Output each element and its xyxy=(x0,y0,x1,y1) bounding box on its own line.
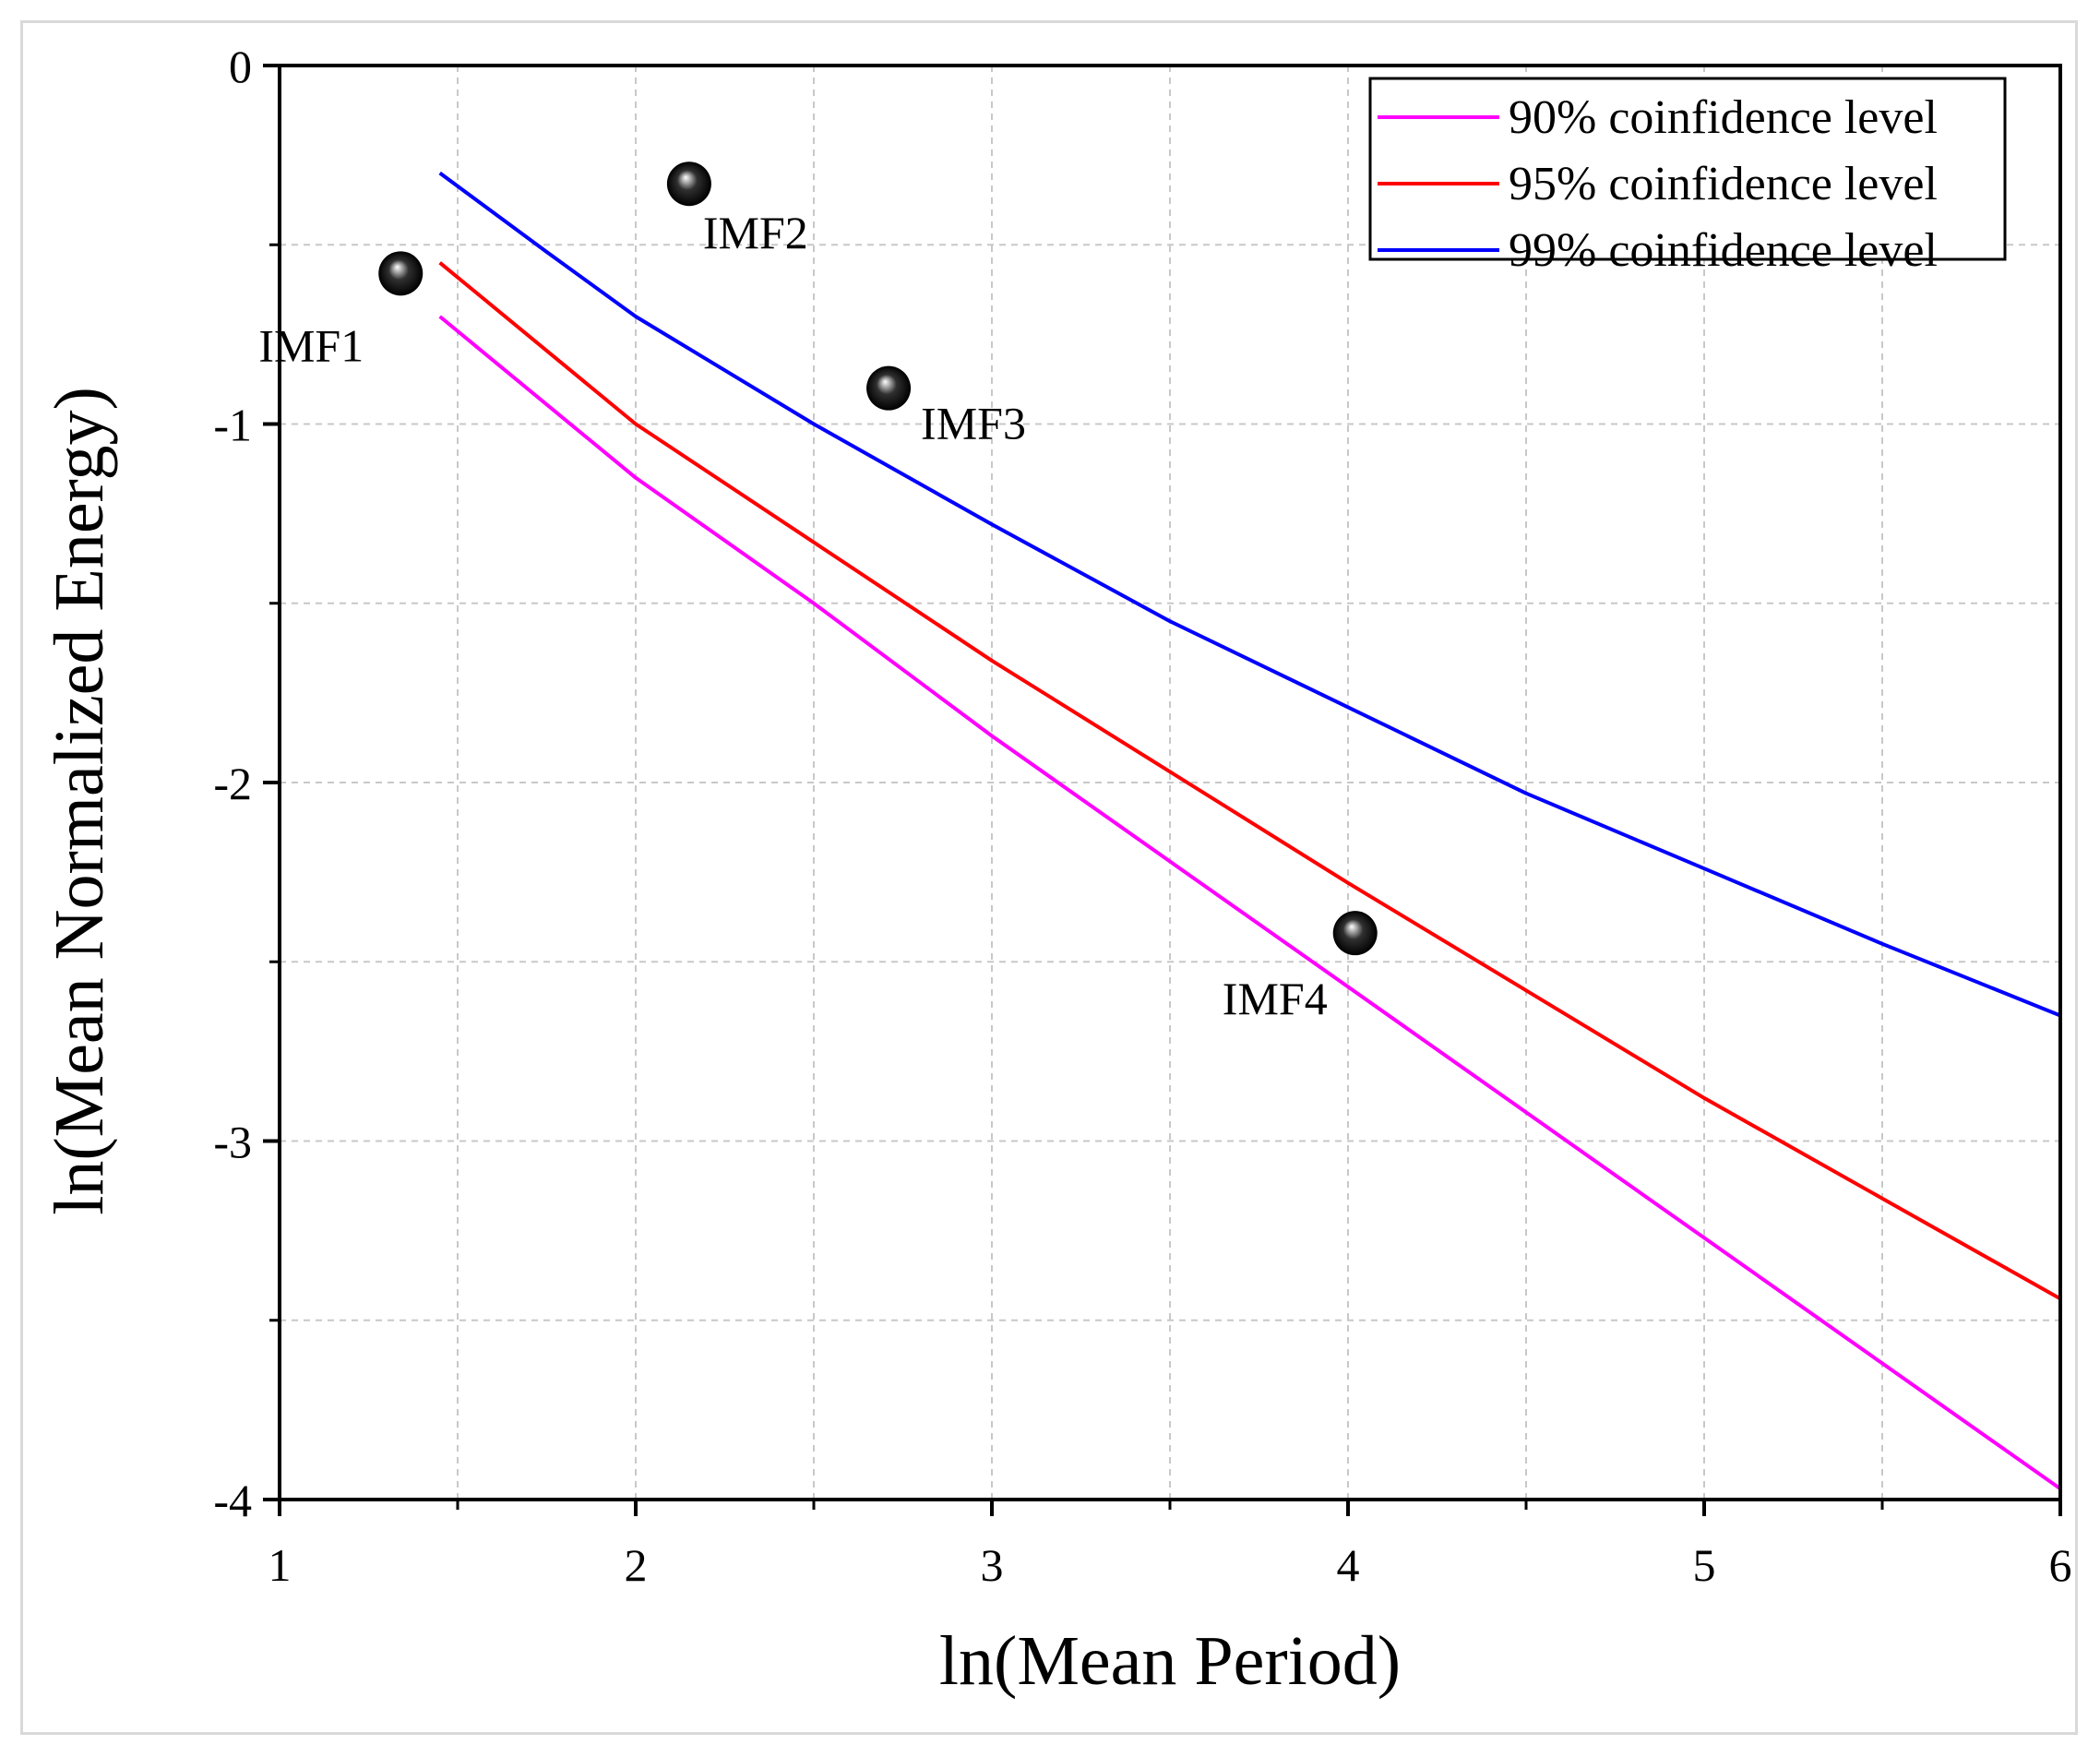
series-layer xyxy=(438,171,2060,1490)
series-line-3 xyxy=(438,171,2060,1018)
point-label-imf2: IMF2 xyxy=(703,207,808,258)
legend-label-3: 99% coinfidence level xyxy=(1509,224,1938,277)
y-tick-label: -1 xyxy=(213,400,252,451)
data-point-imf4 xyxy=(1332,911,1378,956)
series-line-1 xyxy=(438,315,2060,1490)
y-axis-title: ln(Mean Normalized Energy) xyxy=(41,387,118,1215)
y-tick-label: -3 xyxy=(213,1117,252,1168)
data-points: IMF1 IMF2 IMF3 IMF4 xyxy=(258,161,1378,1024)
point-label-imf4: IMF4 xyxy=(1223,973,1328,1024)
point-label-imf3: IMF3 xyxy=(921,398,1026,449)
data-point-imf1 xyxy=(378,251,424,296)
x-tick-label: 3 xyxy=(981,1539,1004,1591)
x-tick-label: 5 xyxy=(1693,1539,1716,1591)
x-axis-title: ln(Mean Period) xyxy=(939,1622,1401,1700)
y-tick-label: 0 xyxy=(229,41,252,92)
grid xyxy=(280,66,2060,1500)
chart: 1 2 3 4 5 6 0 -1 -2 -3 -4 IMF1 IMF2 IMF3 IMF4 90% coi… xyxy=(41,41,2072,1700)
legend: 90% coinfidence level 95% coinfidence lev… xyxy=(1368,77,2007,277)
y-tick-label: -2 xyxy=(213,758,252,809)
data-point-imf2 xyxy=(666,161,711,207)
y-tick-label: -4 xyxy=(213,1475,252,1526)
figure-frame: 1 2 3 4 5 6 0 -1 -2 -3 -4 IMF1 IMF2 IMF3 IMF4 90% coi… xyxy=(20,20,2078,1735)
legend-label-2: 95% coinfidence level xyxy=(1509,158,1938,210)
legend-label-1: 90% coinfidence level xyxy=(1509,91,1938,144)
point-label-imf1: IMF1 xyxy=(258,319,364,371)
axes: 1 2 3 4 5 6 0 -1 -2 -3 -4 xyxy=(213,41,2071,1591)
x-tick-label: 4 xyxy=(1337,1539,1360,1591)
x-tick-label: 2 xyxy=(625,1539,648,1591)
x-tick-label: 6 xyxy=(2049,1539,2072,1591)
x-tick-label: 1 xyxy=(268,1539,292,1591)
legend-box xyxy=(1368,77,2007,261)
data-point-imf3 xyxy=(866,365,912,411)
series-line-2 xyxy=(438,261,2060,1301)
